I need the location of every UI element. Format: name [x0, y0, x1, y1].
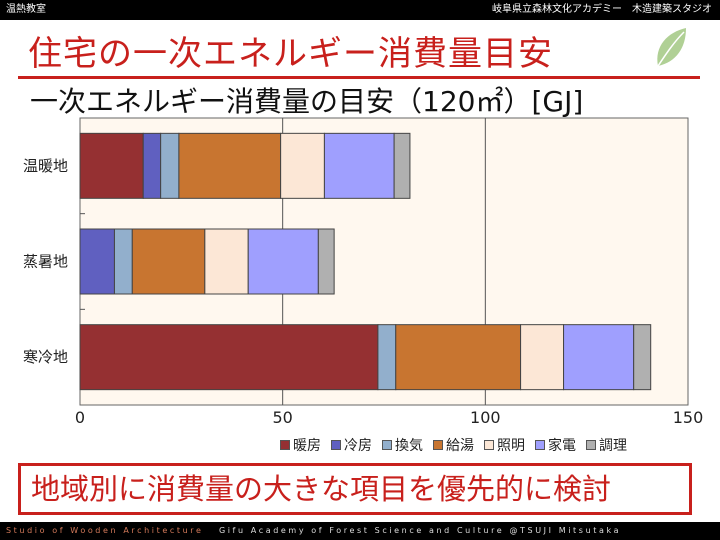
legend-item: 家電	[535, 435, 576, 455]
legend-swatch	[331, 440, 341, 450]
x-tick-label: 150	[673, 408, 704, 427]
bar-segment-調理	[393, 132, 411, 199]
bar-segment-家電	[247, 228, 319, 295]
legend-label: 照明	[497, 438, 525, 454]
y-category-label: 蒸暑地	[23, 253, 68, 271]
legend-item: 冷房	[331, 435, 372, 455]
x-tick-label: 100	[470, 408, 501, 427]
bar-segment-暖房	[79, 324, 379, 391]
legend-label: 冷房	[344, 438, 372, 454]
slide-title: 住宅の一次エネルギー消費量目安	[28, 34, 553, 74]
legend-label: 暖房	[293, 438, 321, 454]
title-divider	[18, 76, 700, 79]
legend-swatch	[586, 440, 596, 450]
footer-academy: Gifu Academy of Forest Science and Cultu…	[218, 526, 622, 535]
bar-segment-換気	[113, 228, 133, 295]
legend-swatch	[382, 440, 392, 450]
top-bar: 温熱教室 岐阜県立森林文化アカデミー 木造建築スタジオ	[0, 0, 720, 20]
bar-segment-家電	[323, 132, 395, 199]
bar-segment-照明	[204, 228, 249, 295]
leaf-icon	[657, 28, 686, 67]
bar-segment-暖房	[79, 132, 144, 199]
bar-segment-照明	[520, 324, 565, 391]
bar-segment-換気	[160, 132, 180, 199]
bar-segment-給湯	[131, 228, 206, 295]
institution-name: 岐阜県立森林文化アカデミー 木造建築スタジオ	[492, 4, 712, 15]
legend-label: 家電	[548, 438, 576, 454]
conclusion-box: 地域別に消費量の大きな項目を優先的に検討	[18, 463, 692, 515]
y-category-label: 温暖地	[23, 157, 68, 175]
bar-segment-給湯	[395, 324, 522, 391]
legend-label: 給湯	[446, 438, 474, 454]
y-category-label: 寒冷地	[23, 348, 68, 366]
bar-segment-換気	[377, 324, 397, 391]
legend-item: 暖房	[280, 435, 321, 455]
chart-legend: 暖房 冷房 換気 給湯 照明 家電 調理	[280, 435, 627, 455]
chart-title: 一次エネルギー消費量の目安（120㎡）[GJ]	[30, 85, 584, 118]
bar-segment-給湯	[178, 132, 282, 199]
legend-swatch	[280, 440, 290, 450]
legend-item: 照明	[484, 435, 525, 455]
legend-label: 換気	[395, 438, 423, 454]
legend-label: 調理	[599, 438, 627, 454]
footer-bar: Studio of Wooden Architecture Gifu Acade…	[0, 522, 720, 540]
legend-swatch	[433, 440, 443, 450]
legend-swatch	[484, 440, 494, 450]
legend-swatch	[535, 440, 545, 450]
legend-item: 換気	[382, 435, 423, 455]
bar-segment-調理	[317, 228, 335, 295]
bar-segment-家電	[563, 324, 635, 391]
bar-segment-調理	[633, 324, 652, 391]
legend-item: 調理	[586, 435, 627, 455]
course-name: 温熱教室	[6, 4, 46, 15]
bar-segment-照明	[280, 132, 325, 199]
x-tick-label: 0	[75, 408, 85, 427]
x-tick-label: 50	[272, 408, 292, 427]
bar-segment-冷房	[79, 228, 115, 295]
footer-studio: Studio of Wooden Architecture	[6, 526, 204, 535]
legend-item: 給湯	[433, 435, 474, 455]
bar-segment-冷房	[142, 132, 162, 199]
